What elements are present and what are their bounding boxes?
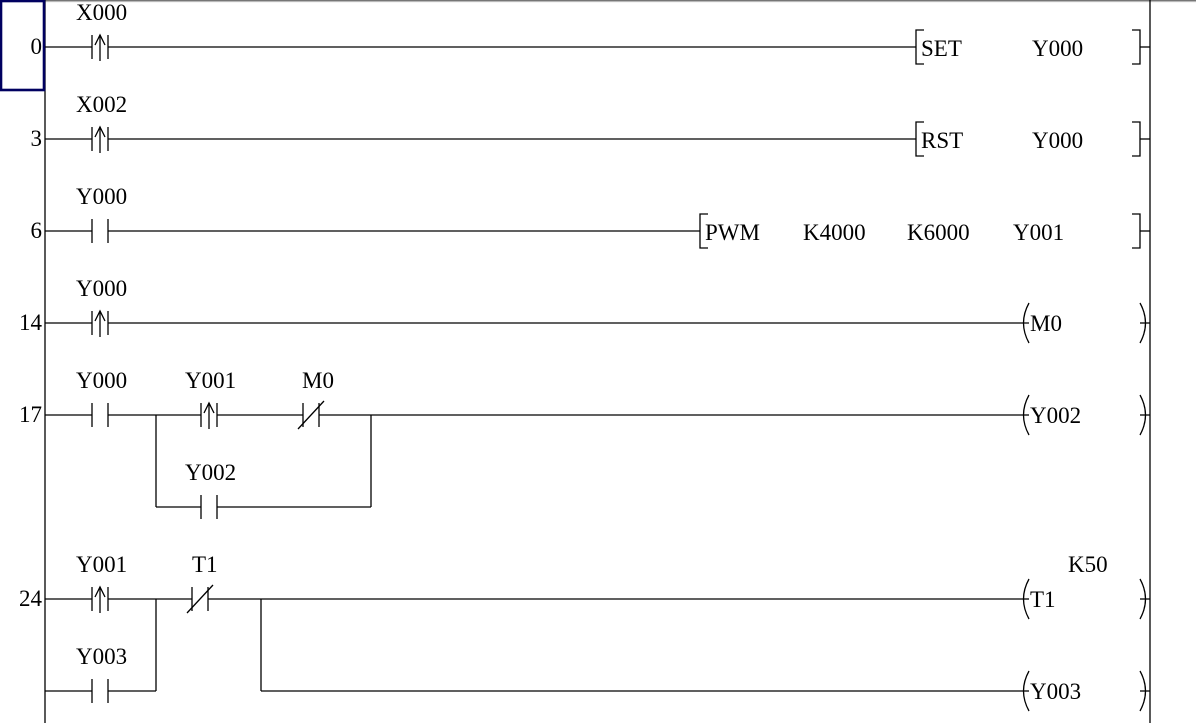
svg-text:Y000: Y000 (1032, 36, 1083, 61)
svg-text:Y001: Y001 (1013, 220, 1064, 245)
svg-text:M0: M0 (302, 368, 334, 393)
svg-text:0: 0 (31, 34, 43, 59)
svg-text:Y000: Y000 (76, 368, 127, 393)
svg-text:Y000: Y000 (1032, 128, 1083, 153)
svg-text:Y003: Y003 (76, 644, 127, 669)
svg-text:Y000: Y000 (76, 276, 127, 301)
svg-text:17: 17 (19, 402, 42, 427)
svg-text:T1: T1 (192, 552, 218, 577)
svg-text:6: 6 (31, 218, 43, 243)
svg-text:SET: SET (921, 36, 962, 61)
svg-text:Y003: Y003 (1030, 679, 1081, 704)
svg-text:Y001: Y001 (185, 368, 236, 393)
svg-text:3: 3 (31, 126, 43, 151)
svg-text:K4000: K4000 (803, 220, 866, 245)
svg-text:Y001: Y001 (76, 552, 127, 577)
svg-text:14: 14 (19, 310, 43, 335)
svg-text:T1: T1 (1030, 587, 1056, 612)
svg-text:X000: X000 (76, 0, 127, 25)
svg-text:PWM: PWM (705, 220, 760, 245)
svg-text:24: 24 (19, 586, 43, 611)
svg-text:K50: K50 (1068, 552, 1108, 577)
svg-text:RST: RST (921, 128, 963, 153)
svg-text:K6000: K6000 (907, 220, 970, 245)
svg-text:Y002: Y002 (185, 460, 236, 485)
svg-text:Y002: Y002 (1030, 403, 1081, 428)
svg-text:Y000: Y000 (76, 184, 127, 209)
svg-text:M0: M0 (1030, 311, 1062, 336)
svg-text:X002: X002 (76, 92, 127, 117)
